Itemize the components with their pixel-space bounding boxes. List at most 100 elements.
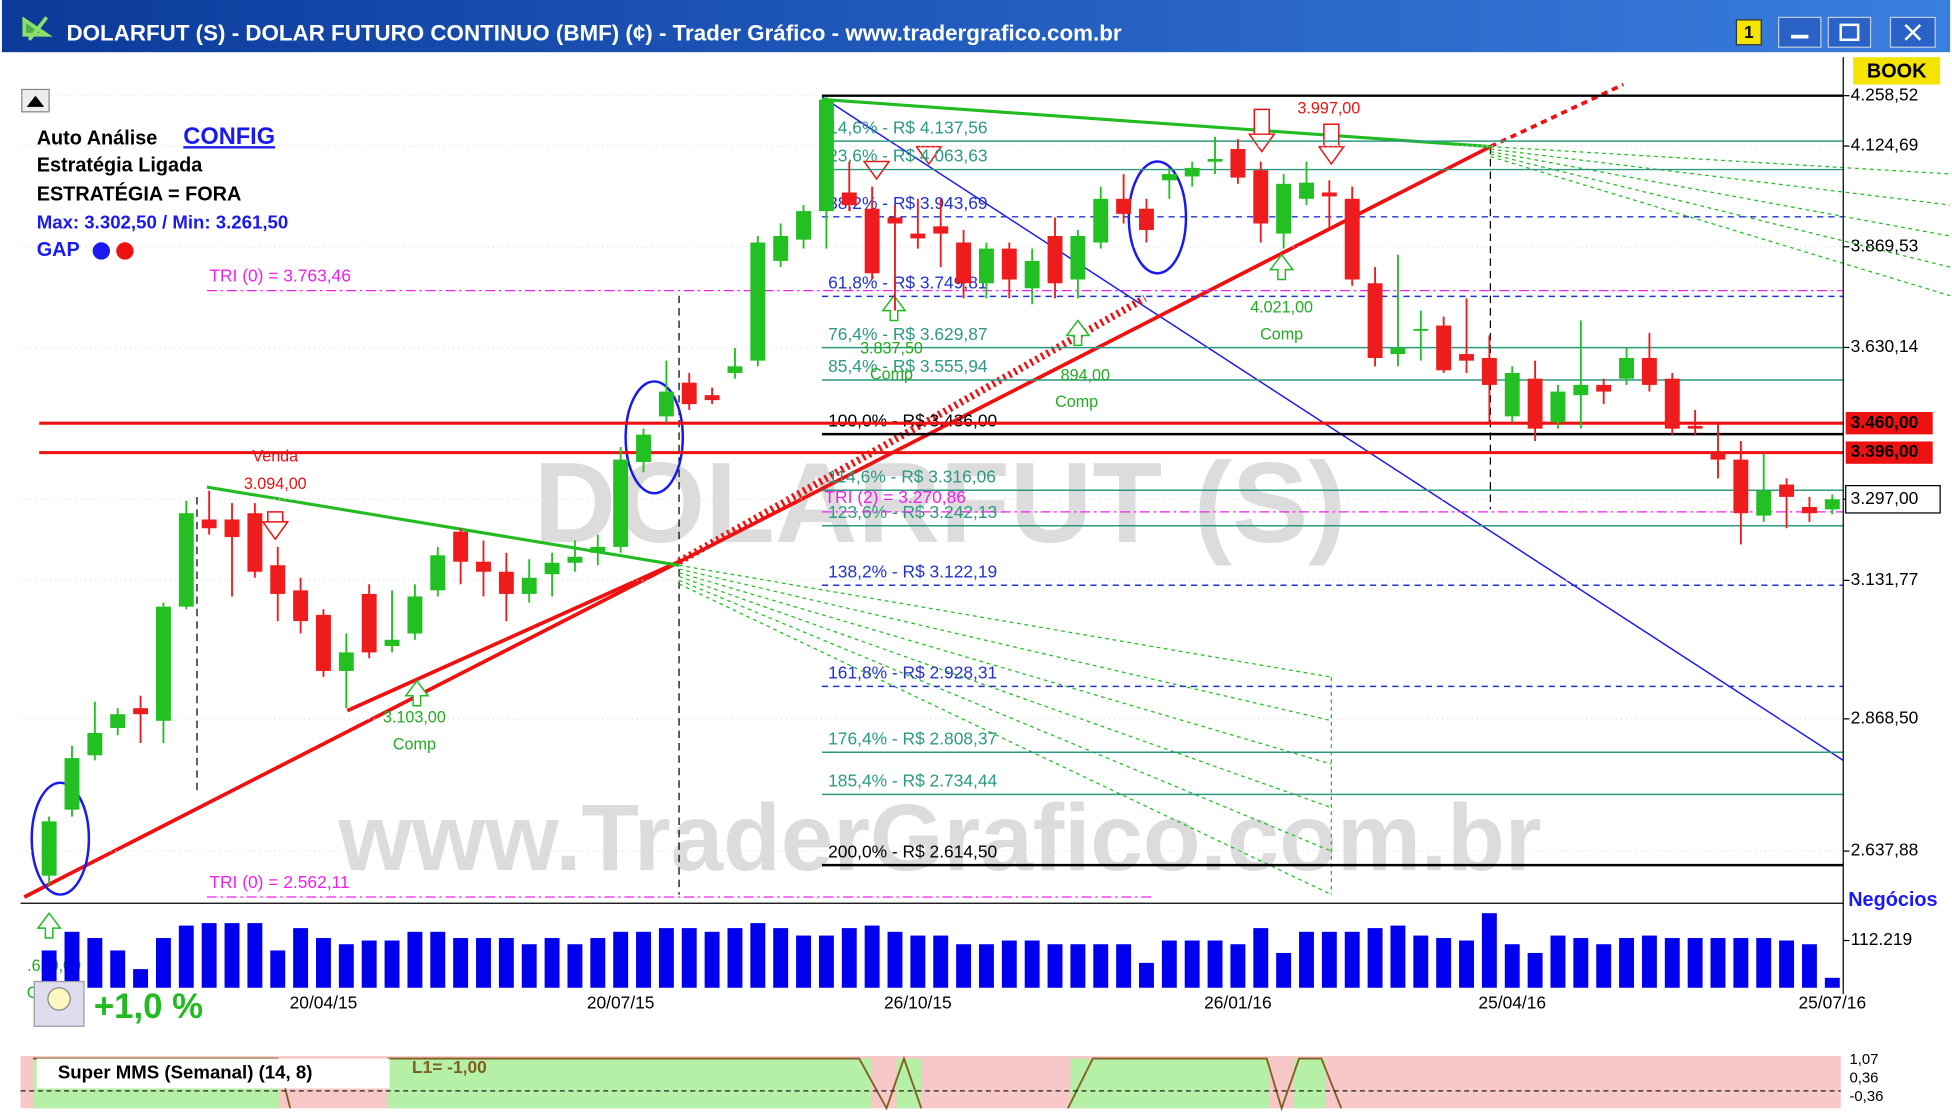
- candle-body: [1710, 453, 1726, 460]
- candle-body: [1733, 459, 1749, 514]
- candle-body: [178, 513, 194, 607]
- volume-bar: [1436, 938, 1452, 988]
- volume-bar: [1619, 938, 1635, 988]
- info-status: ESTRATÉGIA = FORA: [37, 182, 242, 205]
- watermark: www.TraderGrafico.com.br: [337, 786, 1541, 891]
- badge[interactable]: [1735, 19, 1762, 46]
- volume-bar: [1207, 940, 1223, 988]
- indicator-band: [1070, 1058, 1270, 1109]
- candle-body: [64, 758, 80, 810]
- candle-body: [270, 565, 286, 594]
- info-gap: GAP: [37, 239, 80, 261]
- app-icon: [22, 16, 53, 41]
- volume-bar: [1710, 938, 1726, 988]
- volume-bar: [498, 938, 514, 988]
- volume-bar: [750, 923, 766, 988]
- candle-body: [818, 99, 834, 212]
- volume-bar: [1550, 935, 1566, 988]
- volume-bar: [1779, 940, 1795, 988]
- volume-bar: [590, 938, 606, 988]
- tri-label: TRI (0) = 3.763,46: [209, 266, 351, 286]
- volume-bar: [201, 923, 217, 988]
- indicator-band: [1294, 1058, 1326, 1109]
- path-shape: [881, 294, 907, 322]
- candle-body: [796, 211, 812, 240]
- volume-bar: [155, 938, 171, 988]
- signal-label: Comp: [393, 736, 436, 754]
- projection-hatch: [678, 145, 1951, 896]
- candle-body: [1024, 260, 1040, 289]
- bulb-icon: [47, 987, 71, 1011]
- indicator-line-label: L1= -1,00: [412, 1057, 487, 1077]
- candle-body: [1184, 167, 1200, 177]
- indicator-band: [896, 1058, 922, 1109]
- collapse-icon: [26, 95, 45, 107]
- highlight-ellipse: [624, 380, 685, 495]
- volume-bar: [476, 938, 491, 988]
- volume-bar: [338, 944, 354, 988]
- signal-label: C: [27, 984, 39, 1002]
- path-shape: [261, 511, 290, 541]
- candle-body: [1619, 357, 1635, 379]
- maximize-button[interactable]: [1827, 16, 1872, 48]
- y-tick-label: 3.869,53: [1851, 235, 1919, 255]
- gap-dot: [92, 242, 111, 260]
- candle-body: [1413, 328, 1429, 331]
- fib-label: 61,8% - R$ 3.749,81: [828, 272, 987, 292]
- line-shape: [678, 572, 1332, 765]
- volume-bar: [796, 935, 812, 988]
- x-tick-label: 26/10/15: [884, 992, 952, 1012]
- config-link[interactable]: CONFIG: [183, 124, 275, 150]
- volume-bar: [1824, 977, 1840, 988]
- y-tick-label: 3.630,14: [1851, 336, 1919, 356]
- volume-bar: [133, 969, 149, 988]
- volume-bar: [681, 928, 697, 988]
- candle-body: [293, 590, 309, 622]
- minimize-button[interactable]: [1778, 16, 1822, 48]
- candle-body: [658, 391, 674, 417]
- volume-bar: [1276, 952, 1292, 988]
- volume-bar: [453, 938, 469, 988]
- volume-bar: [430, 931, 446, 988]
- candle-body: [110, 714, 126, 728]
- candle-body: [636, 434, 651, 462]
- candle-body: [1481, 357, 1497, 385]
- candle-body: [1001, 248, 1017, 280]
- candle-body: [133, 708, 149, 715]
- line-shape: [678, 579, 1332, 852]
- fib-label: 23,6% - R$ 4.063,63: [828, 146, 987, 166]
- volume-bar: [1047, 944, 1063, 988]
- x-tick-label: 26/01/16: [1204, 992, 1272, 1012]
- x-tick-label: 25/04/16: [1478, 992, 1546, 1012]
- line-shape: [678, 583, 1332, 896]
- fibonacci-levels: 4.258,52 4.124,69 3.869,53 3.630,14 3.297,00…: [20, 84, 1941, 898]
- fib-label: 85,4% - R$ 3.555,94: [828, 356, 988, 376]
- volume-bar: [293, 928, 309, 988]
- candle-body: [247, 513, 263, 572]
- red-channel: [346, 559, 680, 713]
- volume-bar: [704, 931, 720, 988]
- volume-bar: [1733, 938, 1749, 988]
- path-shape: [1268, 253, 1295, 281]
- price-line-label: 3.460,00: [1851, 412, 1919, 432]
- path-shape: [404, 679, 430, 707]
- indicator-tick: 0,36: [1849, 1070, 1878, 1086]
- line-shape: [1490, 148, 1951, 206]
- volume-bar: [1756, 938, 1772, 988]
- line-shape: [1490, 145, 1951, 175]
- volume-bar: [1116, 944, 1132, 988]
- volume-bar: [178, 925, 194, 988]
- close-icon: [1904, 23, 1922, 41]
- indicator-tick: 1,07: [1849, 1052, 1878, 1068]
- book-button[interactable]: [1853, 57, 1941, 85]
- info-maxmin: Max: 3.302,50 / Min: 3.261,50: [37, 212, 289, 233]
- candle-body: [1390, 347, 1406, 355]
- candle-body: [1504, 372, 1520, 417]
- red-trend-ext: [1489, 82, 1625, 149]
- candle-body: [1344, 198, 1360, 280]
- candle-body: [681, 382, 697, 405]
- candle-body: [978, 248, 994, 284]
- fib-label: 14,6% - R$ 4.137,56: [828, 117, 987, 137]
- candle-body: [590, 546, 606, 553]
